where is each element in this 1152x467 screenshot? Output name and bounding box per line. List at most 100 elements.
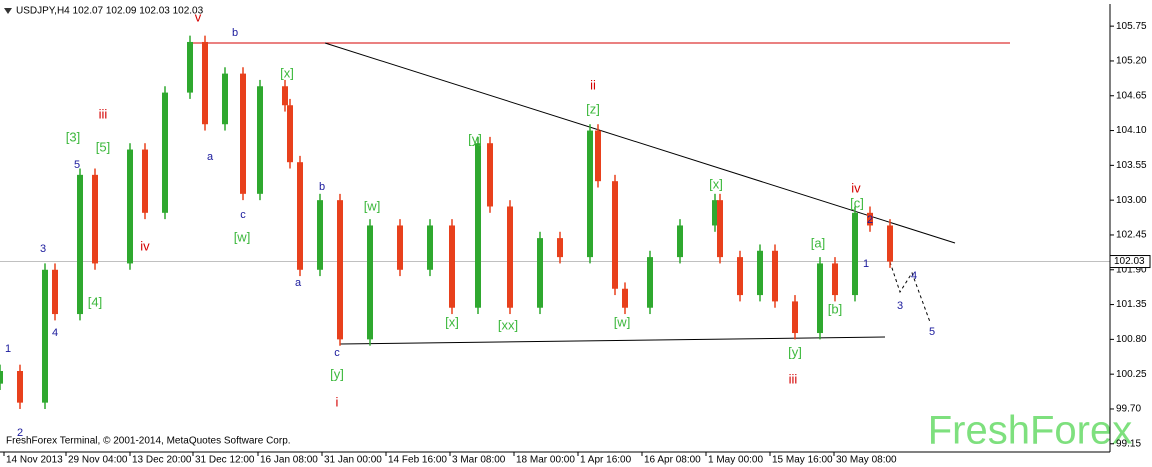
- wave-label: [a]: [811, 235, 825, 250]
- x-tick-label: 1 May 00:00: [708, 455, 763, 466]
- candle-body: [257, 86, 263, 194]
- wave-label: 4: [911, 270, 917, 282]
- candle-body: [427, 225, 433, 270]
- y-tick-label: 102.45: [1116, 230, 1147, 241]
- wave-label: iii: [99, 106, 108, 121]
- wave-label: 2: [17, 427, 23, 439]
- watermark: FreshForex: [928, 409, 1133, 453]
- candle-body: [887, 225, 893, 262]
- chart-title: USDJPY,H4 102.07 102.09 102.03 102.03: [16, 6, 204, 17]
- candle-body: [202, 41, 208, 125]
- wave-label: b: [232, 27, 238, 39]
- x-tick-label: 31 Dec 12:00: [195, 455, 255, 466]
- candle-body: [612, 181, 618, 289]
- candle-body: [475, 143, 481, 308]
- wave-label: [3]: [66, 129, 80, 144]
- candle-body: [42, 269, 48, 403]
- candle-body: [792, 301, 798, 334]
- x-tick-label: 1 Apr 16:00: [580, 455, 632, 466]
- candle-body: [867, 212, 873, 226]
- y-tick-label: 100.25: [1116, 369, 1147, 380]
- wave-label: 1: [863, 258, 869, 270]
- candle-body: [240, 73, 246, 194]
- wave-label: 2: [867, 214, 873, 226]
- candle-body: [852, 212, 858, 296]
- candle-body: [737, 257, 743, 296]
- wave-label: [y]: [788, 344, 802, 359]
- x-tick-label: 14 Feb 16:00: [388, 455, 447, 466]
- candle-body: [127, 149, 133, 264]
- wave-label: 3: [40, 243, 46, 255]
- candle-body: [142, 149, 148, 213]
- candle-body: [17, 371, 23, 403]
- wave-label: [z]: [586, 101, 600, 116]
- trend-line: [324, 42, 956, 244]
- candle-body: [77, 174, 83, 315]
- candle-body: [317, 200, 323, 270]
- candle-body: [92, 174, 98, 264]
- candle-body: [647, 257, 653, 308]
- wave-label: c: [240, 209, 246, 221]
- wave-label: [b]: [828, 301, 842, 316]
- candle-body: [622, 288, 628, 308]
- y-tick-label: 100.80: [1116, 334, 1147, 345]
- candle-body: [162, 92, 168, 213]
- wave-label: ii: [590, 77, 596, 92]
- y-tick-label: 104.10: [1116, 125, 1147, 136]
- candle-body: [287, 105, 293, 163]
- projection-path: [889, 261, 931, 323]
- candle-body: [595, 130, 601, 182]
- candle-body: [537, 238, 543, 308]
- candle-body: [717, 200, 723, 258]
- y-tick-label: 105.75: [1116, 21, 1147, 32]
- candle-body: [587, 130, 593, 258]
- y-tick-label: 99.70: [1116, 404, 1141, 415]
- support-line: [339, 336, 886, 345]
- wave-label: 4: [52, 327, 58, 339]
- wave-label: [xx]: [498, 317, 518, 332]
- wave-label: iv: [851, 180, 861, 195]
- copyright: FreshForex Terminal, © 2001-2014, MetaQu…: [6, 436, 291, 447]
- x-tick-label: 14 Nov 2013: [6, 455, 63, 466]
- y-tick-label: 101.35: [1116, 299, 1147, 310]
- y-tick-label: 105.20: [1116, 56, 1147, 67]
- wave-label: 1: [5, 343, 11, 355]
- y-tick-label: 99.15: [1116, 438, 1141, 449]
- wave-label: 5: [929, 326, 935, 338]
- candle-body: [222, 73, 228, 125]
- wave-label: [x]: [709, 176, 723, 191]
- candle-body: [832, 263, 838, 296]
- x-tick-label: 16 Jan 08:00: [260, 455, 318, 466]
- candle-body: [487, 143, 493, 207]
- x-tick-label: 15 May 16:00: [772, 455, 833, 466]
- y-tick-label: 103.00: [1116, 195, 1147, 206]
- candle-body: [187, 41, 193, 93]
- x-tick-label: 3 Mar 08:00: [452, 455, 506, 466]
- wave-label: [5]: [96, 139, 110, 154]
- wave-label: [w]: [234, 229, 251, 244]
- candle-body: [817, 263, 823, 334]
- candle-body: [712, 200, 718, 226]
- candle-body: [397, 225, 403, 270]
- x-tick-label: 29 Nov 04:00: [68, 455, 128, 466]
- candle-body: [677, 225, 683, 258]
- candle-body: [507, 206, 513, 308]
- wave-label: [4]: [88, 294, 102, 309]
- wave-label: 3: [897, 300, 903, 312]
- wave-label: a: [207, 151, 214, 163]
- wave-label: [x]: [280, 65, 294, 80]
- wave-label: [x]: [445, 314, 459, 329]
- x-tick-label: 30 May 08:00: [836, 455, 897, 466]
- wave-label: b: [319, 181, 325, 193]
- wave-label: [y]: [468, 131, 482, 146]
- wave-label: iv: [140, 238, 150, 253]
- wave-label: [w]: [364, 198, 381, 213]
- wave-label: i: [336, 394, 339, 409]
- candle-body: [367, 225, 373, 340]
- wave-label: 5: [74, 159, 80, 171]
- candle-body: [449, 225, 455, 308]
- symbol-icon: [4, 8, 12, 14]
- candle-body: [557, 238, 563, 258]
